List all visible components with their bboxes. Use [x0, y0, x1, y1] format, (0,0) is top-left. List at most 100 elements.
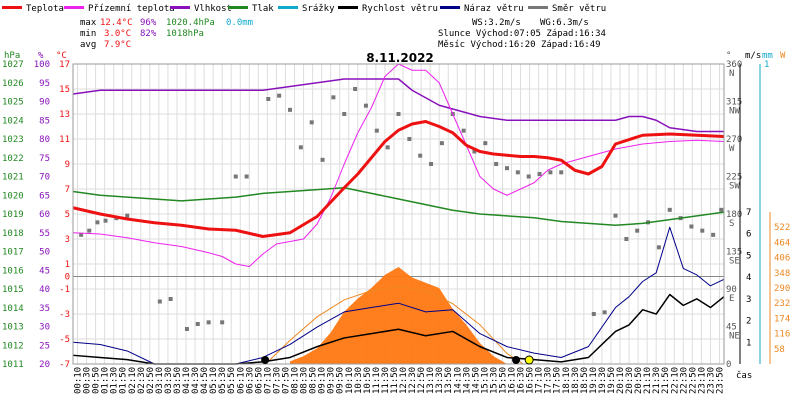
temp-tick-label: 9 [65, 160, 70, 170]
x-tick-label: 19:10 [589, 367, 599, 394]
x-tick-label: 16:50 [526, 367, 536, 394]
x-tick-label: 17:30 [544, 367, 554, 394]
x-tick-label: 03:10 [155, 367, 165, 394]
x-tick-label: 17:10 [535, 367, 545, 394]
x-tick-label: 08:30 [300, 367, 310, 394]
pct-tick-label: 100 [34, 60, 50, 70]
hpa-tick-label: 1027 [2, 60, 24, 70]
pct-tick-label: 20 [39, 360, 50, 370]
info-ws: WS:3.2m/s [472, 18, 521, 28]
hpa-tick-label: 1017 [2, 248, 24, 258]
hpa-tick-label: 1023 [2, 135, 24, 145]
temp-tick-label: -1 [59, 285, 70, 295]
wind-direction-point [526, 174, 531, 179]
x-tick-label: 11:50 [390, 367, 400, 394]
x-tick-label: 12:30 [408, 367, 418, 394]
x-tick-label: 01:30 [110, 367, 120, 394]
wind-direction-point [591, 312, 596, 316]
legend-label-vlhkost: Vlhkost [194, 4, 232, 14]
pct-tick-label: 40 [39, 285, 50, 295]
wind-direction-point [613, 213, 618, 218]
wind-direction-point [396, 112, 401, 116]
x-tick-label: 23:50 [715, 367, 725, 394]
pct-tick-label: 35 [39, 304, 50, 314]
wind-direction-point [667, 207, 672, 212]
x-tick-label: 23:10 [697, 367, 707, 394]
x-tick-label: 05:50 [227, 367, 237, 394]
x-tick-label: 15:30 [489, 367, 499, 394]
wind-direction-point [342, 112, 347, 116]
x-tick-label: 18:10 [562, 367, 572, 394]
wind-direction-point [494, 162, 499, 166]
legend-swatch-prizemni-teplota [64, 6, 84, 9]
moonrise-marker [512, 356, 521, 364]
stats-block: max 12.4°C 96% 1020.4hPa 0.0mm min 3.0°C… [80, 18, 253, 50]
x-tick-label: 06:50 [254, 367, 264, 394]
legend-swatch-tlak [228, 6, 248, 9]
x-tick-label: 12:50 [417, 367, 427, 394]
x-axis-ticks: 00:10 00:30 00:50 01:10 01:30 01:50 02:10 02:30… [74, 367, 726, 394]
wind-direction-point [244, 174, 249, 179]
wind-direction-point [184, 327, 189, 331]
stat-min-temp: 3.0°C [104, 29, 131, 39]
wind-direction-point [461, 128, 466, 133]
dir-tick-label: 360 [726, 60, 742, 70]
w-tick-label: 464 [774, 238, 790, 248]
info-sun: Slunce Východ:07:05 Západ:16:34 [438, 29, 606, 39]
w-tick-label: 522 [774, 223, 790, 233]
temp-tick-label: -7 [59, 360, 70, 370]
hpa-tick-label: 1015 [2, 285, 24, 295]
stat-min-label: min [80, 29, 96, 39]
wind-direction-point [407, 137, 412, 141]
x-tick-label: 10:10 [345, 367, 355, 394]
moonset-marker [524, 355, 534, 365]
wind-direction-point [320, 157, 325, 162]
sun-curve-line [265, 286, 524, 365]
temp-tick-label: 17 [59, 60, 70, 70]
legend-swatch-rychlost-vetru [338, 6, 358, 9]
wind-direction-point [277, 93, 282, 98]
x-tick-label: 13:30 [435, 367, 445, 394]
legend-label-srazky: Srážky [302, 4, 335, 14]
legend-swatch-vlhkost [170, 6, 190, 9]
x-tick-label: 06:30 [245, 367, 255, 394]
dir-tick-name: NE [729, 332, 740, 342]
wind-direction-point [168, 297, 173, 301]
dir-tick-name: E [729, 294, 734, 304]
hpa-tick-label: 1026 [2, 79, 24, 89]
temp-tick-label: 0 [65, 273, 70, 283]
pct-tick-label: 60 [39, 210, 50, 220]
wind-direction-point [374, 128, 379, 133]
x-tick-label: 18:30 [571, 367, 581, 394]
wind-direction-point [711, 232, 716, 237]
x-tick-label: 05:30 [218, 367, 228, 394]
hpa-tick-label: 1019 [2, 210, 24, 220]
x-tick-label: 04:10 [182, 367, 192, 394]
info-block: WS:3.2m/s WG:6.3m/s Slunce Východ:07:05 … [438, 18, 606, 50]
w-tick-label: 116 [774, 330, 790, 340]
w-tick-label: 290 [774, 284, 790, 294]
pct-tick-label: 75 [39, 154, 50, 164]
x-tick-label: 07:50 [281, 367, 291, 394]
humidity-line [72, 78, 724, 133]
hpa-tick-label: 1013 [2, 323, 24, 333]
wind-direction-point [472, 149, 477, 154]
x-axis-label: čas [736, 370, 752, 381]
dir-tick-label: 180 [726, 210, 742, 220]
wind-direction-point [206, 320, 211, 325]
axis-unit-dir: ° [726, 51, 731, 61]
w-tick-label: 58 [774, 345, 785, 355]
x-tick-label: 08:10 [291, 367, 301, 394]
wind-direction-point [385, 145, 390, 150]
wind-direction-point [95, 220, 100, 225]
wind-direction-point [353, 87, 358, 91]
pct-tick-label: 30 [39, 323, 50, 333]
pct-tick-label: 65 [39, 191, 50, 201]
wind-direction-point [700, 228, 705, 233]
x-tick-label: 21:10 [643, 367, 653, 394]
x-tick-label: 05:10 [209, 367, 219, 394]
x-tick-label: 07:10 [263, 367, 273, 394]
x-tick-label: 02:50 [146, 367, 156, 394]
pct-tick-label: 45 [39, 266, 50, 276]
x-tick-label: 07:30 [272, 367, 282, 394]
